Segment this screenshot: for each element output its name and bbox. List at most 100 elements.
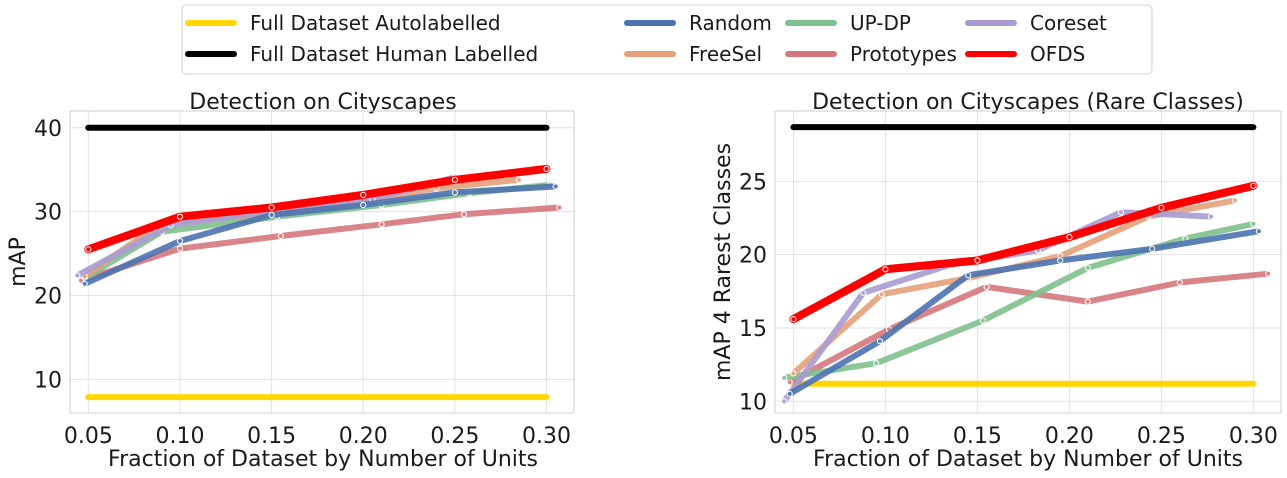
series-ofds bbox=[789, 181, 1258, 324]
legend-label: UP-DP bbox=[850, 11, 911, 35]
series-layer bbox=[74, 124, 563, 401]
data-point bbox=[974, 257, 981, 264]
data-point bbox=[451, 176, 458, 183]
data-point bbox=[277, 232, 284, 240]
data-point bbox=[790, 370, 797, 377]
legend-item-up-dp: UP-DP bbox=[785, 11, 911, 35]
x-tick-label: 0.30 bbox=[1229, 424, 1278, 449]
data-point bbox=[1231, 197, 1239, 204]
legend-label: Prototypes bbox=[850, 42, 957, 66]
legend-label: Full Dataset Autolabelled bbox=[250, 11, 501, 35]
y-tick-label: 20 bbox=[739, 244, 767, 269]
data-point bbox=[979, 317, 987, 324]
data-point bbox=[873, 360, 880, 367]
tick-labels: 0.05 0.10 0.15 0.20 0.25 0.30 10 20 30 40 bbox=[34, 117, 571, 449]
series-coreset bbox=[781, 209, 1215, 405]
data-point bbox=[786, 390, 793, 397]
data-point bbox=[781, 398, 788, 405]
data-point bbox=[1084, 298, 1091, 305]
data-point bbox=[1265, 270, 1272, 277]
data-point bbox=[1250, 220, 1257, 227]
data-point bbox=[460, 211, 468, 218]
series-line bbox=[781, 209, 1215, 405]
data-point bbox=[1176, 279, 1183, 286]
data-point bbox=[876, 338, 884, 345]
data-point bbox=[360, 201, 367, 209]
data-point bbox=[1066, 234, 1073, 241]
series-layer bbox=[781, 124, 1272, 405]
series-prototypes bbox=[77, 204, 563, 284]
y-axis-label: mAP 4 Rarest Classes bbox=[711, 143, 736, 381]
data-point bbox=[1250, 182, 1257, 189]
x-tick-label: 0.30 bbox=[522, 424, 571, 449]
data-point bbox=[268, 211, 275, 219]
x-tick-label: 0.25 bbox=[1137, 424, 1186, 449]
data-point bbox=[81, 280, 88, 287]
data-point bbox=[878, 291, 885, 298]
x-tick-label: 0.20 bbox=[339, 424, 388, 449]
data-point bbox=[965, 272, 972, 279]
series-line bbox=[78, 204, 563, 284]
series-line bbox=[789, 181, 1258, 324]
x-tick-label: 0.15 bbox=[953, 424, 1002, 449]
legend-frame bbox=[181, 4, 1153, 75]
data-point bbox=[1255, 228, 1263, 235]
data-point bbox=[1084, 264, 1091, 271]
plot-area-frame bbox=[774, 110, 1282, 414]
x-axis-label: Fraction of Dataset by Number of Units bbox=[813, 447, 1243, 472]
legend-label: Coreset bbox=[1030, 11, 1107, 35]
series-line bbox=[781, 220, 1257, 381]
y-tick-label: 30 bbox=[34, 201, 62, 226]
data-point bbox=[378, 221, 385, 228]
data-point bbox=[552, 183, 559, 190]
plot-area-frame bbox=[69, 110, 575, 414]
x-tick-label: 0.10 bbox=[861, 424, 910, 449]
data-point bbox=[85, 246, 92, 253]
data-point bbox=[1149, 245, 1156, 252]
legend-item-full-dataset-autolabelled: Full Dataset Autolabelled bbox=[185, 11, 501, 35]
x-tick-label: 0.20 bbox=[1045, 424, 1094, 449]
data-point bbox=[556, 204, 563, 211]
series-random bbox=[81, 183, 559, 287]
series-up-dp bbox=[781, 220, 1257, 381]
tick-labels: 0.05 0.10 0.15 0.20 0.25 0.30 10 15 20 25 bbox=[739, 170, 1278, 449]
data-point bbox=[74, 272, 81, 279]
y-tick-label: 40 bbox=[34, 117, 62, 142]
data-point bbox=[1208, 213, 1215, 220]
y-tick-label: 10 bbox=[34, 368, 62, 393]
x-tick-label: 0.05 bbox=[64, 424, 113, 449]
legend-label: FreeSel bbox=[689, 42, 762, 66]
data-point bbox=[1057, 257, 1064, 264]
legend-label: Random bbox=[689, 11, 772, 35]
data-point bbox=[515, 176, 523, 183]
y-tick-label: 10 bbox=[739, 390, 767, 415]
data-point bbox=[176, 245, 184, 252]
series-line bbox=[84, 164, 551, 254]
legend-item-full-dataset-human-labelled: Full Dataset Human Labelled bbox=[185, 42, 538, 66]
legend: Full Dataset Autolabelled Full Dataset Hu… bbox=[181, 4, 1153, 75]
x-axis-label: Fraction of Dataset by Number of Units bbox=[108, 447, 538, 472]
data-point bbox=[882, 266, 889, 273]
data-point bbox=[983, 283, 990, 290]
data-point bbox=[1158, 204, 1165, 211]
data-point bbox=[176, 213, 184, 220]
legend-item-prototypes: Prototypes bbox=[785, 42, 957, 66]
x-tick-label: 0.25 bbox=[430, 424, 479, 449]
y-tick-label: 15 bbox=[739, 317, 767, 342]
x-tick-label: 0.15 bbox=[247, 424, 296, 449]
data-point bbox=[451, 189, 458, 196]
legend-label: Full Dataset Human Labelled bbox=[250, 42, 538, 66]
chart-detection-cityscapes-rare: Detection on Cityscapes (Rare Classes) 0… bbox=[711, 90, 1282, 472]
series-line bbox=[81, 183, 559, 287]
data-point bbox=[268, 204, 275, 211]
y-tick-label: 20 bbox=[34, 285, 62, 310]
x-tick-label: 0.10 bbox=[155, 424, 204, 449]
legend-item-coreset: Coreset bbox=[965, 11, 1107, 35]
legend-item-ofds: OFDS bbox=[965, 42, 1085, 66]
series-ofds bbox=[84, 164, 551, 254]
data-point bbox=[360, 191, 367, 198]
series-random bbox=[786, 228, 1263, 397]
legend-label: OFDS bbox=[1030, 42, 1085, 66]
data-point bbox=[781, 374, 788, 381]
